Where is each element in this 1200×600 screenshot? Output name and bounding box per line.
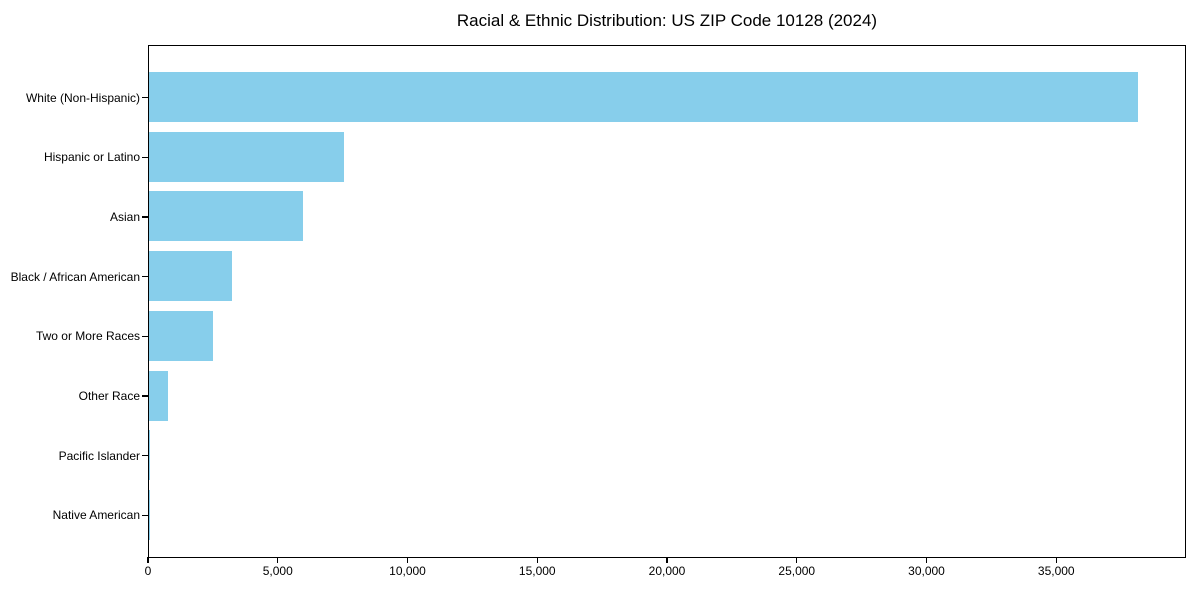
x-tick-mark (796, 557, 798, 563)
x-tick-mark (666, 557, 668, 563)
chart-title: Racial & Ethnic Distribution: US ZIP Cod… (456, 11, 878, 30)
bar-pacific-islander (149, 430, 150, 481)
bar-asian (149, 191, 304, 242)
x-tick-mark (1055, 557, 1057, 563)
x-tick-label: 0 (144, 564, 152, 578)
bar-other-race (149, 370, 168, 421)
x-tick-label: 5,000 (262, 564, 293, 578)
x-tick-label: 20,000 (648, 564, 686, 578)
x-tick-label: 30,000 (908, 564, 945, 578)
y-tick-mark (142, 514, 148, 517)
x-tick-label: 10,000 (389, 564, 426, 578)
y-tick-label: Pacific Islander (58, 448, 140, 463)
y-tick-label: Two or More Races (35, 329, 140, 344)
y-tick-mark (142, 275, 148, 278)
y-tick-label: Native American (52, 508, 140, 523)
y-tick-mark (142, 455, 148, 457)
x-tick-mark (536, 557, 538, 563)
y-tick-mark (142, 216, 148, 218)
y-tick-mark (142, 395, 148, 397)
y-tick-mark (142, 96, 148, 99)
x-tick-mark (925, 557, 928, 563)
y-tick-mark (142, 335, 148, 338)
x-tick-mark (406, 557, 409, 563)
x-tick-label: 15,000 (518, 564, 556, 578)
bar-white-non-hispanic (149, 72, 1138, 122)
y-tick-label: Hispanic or Latino (43, 150, 140, 165)
bar-hispanic-or-latino (149, 131, 344, 182)
y-tick-label: White (Non-Hispanic) (25, 90, 140, 105)
y-tick-label: Black / African American (10, 269, 140, 284)
bar-black-african-american (149, 251, 232, 302)
x-tick-mark (147, 557, 149, 563)
x-tick-label: 25,000 (778, 564, 816, 578)
bar-two-or-more-races (149, 310, 213, 361)
y-tick-label: Asian (109, 209, 140, 224)
y-tick-label: Other Race (78, 389, 140, 404)
x-tick-mark (277, 557, 279, 563)
plot-area (148, 45, 1186, 558)
x-tick-label: 35,000 (1037, 564, 1075, 578)
y-tick-mark (142, 156, 148, 158)
bar-native-american (149, 489, 150, 540)
